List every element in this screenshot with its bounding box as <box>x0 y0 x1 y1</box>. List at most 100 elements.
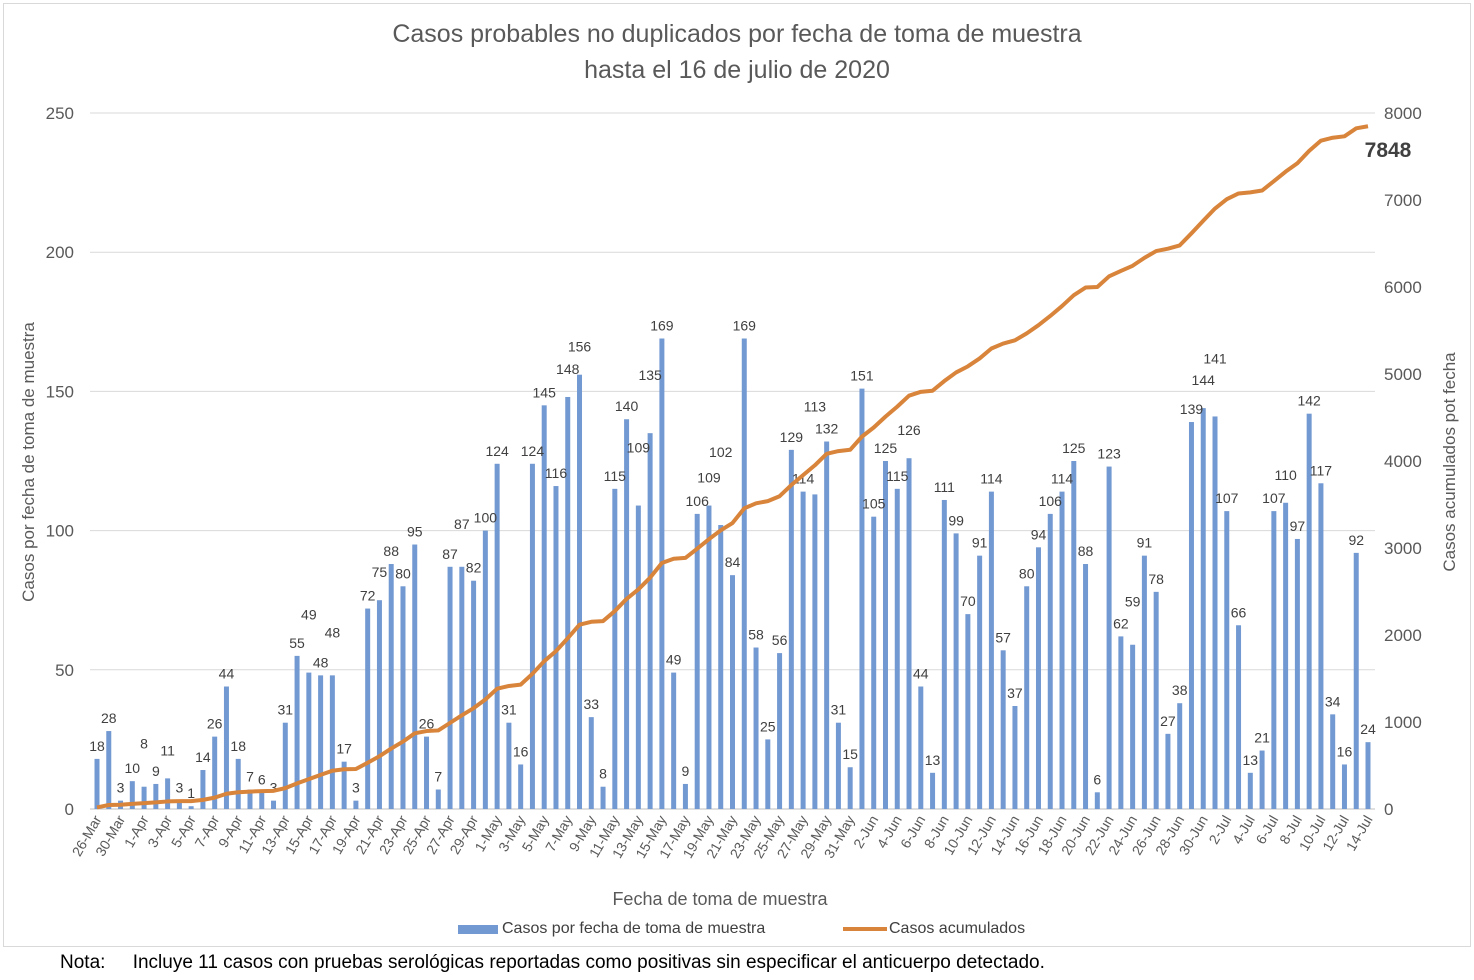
bar <box>930 772 936 809</box>
x-tick-label: 2-Jul <box>1205 813 1234 847</box>
bar-data-label: 56 <box>772 632 788 648</box>
bar-data-label: 28 <box>101 710 117 726</box>
bar-data-label: 151 <box>850 368 874 384</box>
bar <box>1153 591 1159 809</box>
bar-data-label: 110 <box>1274 467 1297 483</box>
bar <box>1200 408 1206 809</box>
bar <box>647 433 653 809</box>
bar-data-label: 132 <box>815 421 839 437</box>
bar <box>1247 772 1253 809</box>
bar <box>1306 413 1312 809</box>
bar-data-label: 31 <box>278 702 294 718</box>
bar-data-label: 80 <box>1019 565 1035 581</box>
bar <box>1083 564 1089 809</box>
bar-data-label: 75 <box>372 564 388 580</box>
bar <box>435 789 441 809</box>
legend-item-line: Casos acumulados <box>843 920 1025 938</box>
bar-data-label: 3 <box>270 780 278 796</box>
bar <box>1365 742 1371 809</box>
bar-data-label: 17 <box>336 741 352 757</box>
bar-data-label: 59 <box>1125 594 1141 610</box>
bar-data-label: 140 <box>615 398 639 414</box>
bar-data-label: 31 <box>831 702 847 718</box>
bar <box>635 505 641 809</box>
bar-data-label: 3 <box>175 780 183 796</box>
bar <box>894 488 900 809</box>
bar <box>329 675 335 809</box>
bar <box>741 338 747 809</box>
bar-data-label: 124 <box>485 443 509 459</box>
bar-data-label: 142 <box>1297 393 1321 409</box>
bar <box>1283 502 1289 809</box>
bar <box>694 513 700 809</box>
bar <box>482 530 488 809</box>
bar <box>259 792 265 809</box>
bar <box>706 505 712 809</box>
bar-data-label: 3 <box>117 780 125 796</box>
bar-data-label: 3 <box>352 780 360 796</box>
bar-data-label: 135 <box>638 367 662 383</box>
y2-tick-label: 2000 <box>1384 626 1422 645</box>
bar-data-label: 88 <box>383 543 399 559</box>
bar-data-label: 57 <box>995 629 1011 645</box>
y2-axis-title: Casos acumulados pot fecha <box>1440 352 1459 572</box>
bar-data-label: 34 <box>1325 693 1341 709</box>
cumulative-line <box>96 124 1369 810</box>
bar <box>1318 483 1324 809</box>
bar-data-label: 33 <box>583 696 599 712</box>
bar-data-label: 8 <box>599 766 607 782</box>
bar-data-label: 48 <box>325 624 341 640</box>
bar <box>659 338 665 809</box>
legend-label-bars: Casos por fecha de toma de muestra <box>502 920 766 937</box>
bar-data-label: 21 <box>1254 730 1270 746</box>
bar-data-label: 95 <box>407 524 423 540</box>
bar-data-label: 1 <box>187 785 195 801</box>
bar-data-label: 114 <box>980 471 1003 487</box>
bar <box>953 533 959 809</box>
bar <box>1294 538 1300 809</box>
bar-data-label: 113 <box>804 398 827 414</box>
bar <box>94 758 100 809</box>
bar <box>459 566 465 809</box>
bar-data-label: 11 <box>160 742 175 758</box>
bar <box>1224 511 1230 809</box>
bar-data-label: 94 <box>1031 526 1047 542</box>
bar <box>1165 733 1171 809</box>
legend-swatch-bar <box>458 924 498 934</box>
bar-data-label: 116 <box>545 465 568 481</box>
bar <box>682 783 688 809</box>
bar-data-label: 87 <box>442 546 458 562</box>
bar-data-label: 114 <box>1051 471 1074 487</box>
bar-data-label: 87 <box>454 516 470 532</box>
y-tick-label: 200 <box>46 243 74 262</box>
bar <box>541 405 547 809</box>
chart-frame <box>3 3 1471 947</box>
y-tick-label: 50 <box>55 661 74 680</box>
bar-data-label: 139 <box>1180 401 1204 417</box>
bar <box>1236 625 1242 809</box>
legend-label-line: Casos acumulados <box>889 920 1026 937</box>
bar <box>906 458 912 809</box>
bar-data-label: 92 <box>1348 532 1364 548</box>
bar-data-label: 100 <box>474 510 498 526</box>
bar <box>518 764 524 809</box>
bar-data-label: 107 <box>1215 490 1239 506</box>
bar <box>341 761 347 809</box>
bar <box>1071 461 1077 809</box>
bar <box>212 736 218 809</box>
bar-data-label: 115 <box>886 468 909 484</box>
bar-data-label: 109 <box>627 440 651 456</box>
bar <box>753 647 759 809</box>
bar <box>824 441 830 809</box>
bar-data-label: 126 <box>897 422 921 438</box>
bar-data-label: 37 <box>1007 685 1023 701</box>
y2-tick-label: 4000 <box>1384 452 1422 471</box>
bar <box>400 586 406 809</box>
bar <box>1106 466 1112 809</box>
y2-tick-label: 7000 <box>1384 191 1422 210</box>
bar-data-label: 18 <box>230 738 246 754</box>
bar <box>1035 547 1041 809</box>
bar-data-label: 141 <box>1203 350 1227 366</box>
bar <box>777 653 783 809</box>
bar <box>1012 705 1018 809</box>
